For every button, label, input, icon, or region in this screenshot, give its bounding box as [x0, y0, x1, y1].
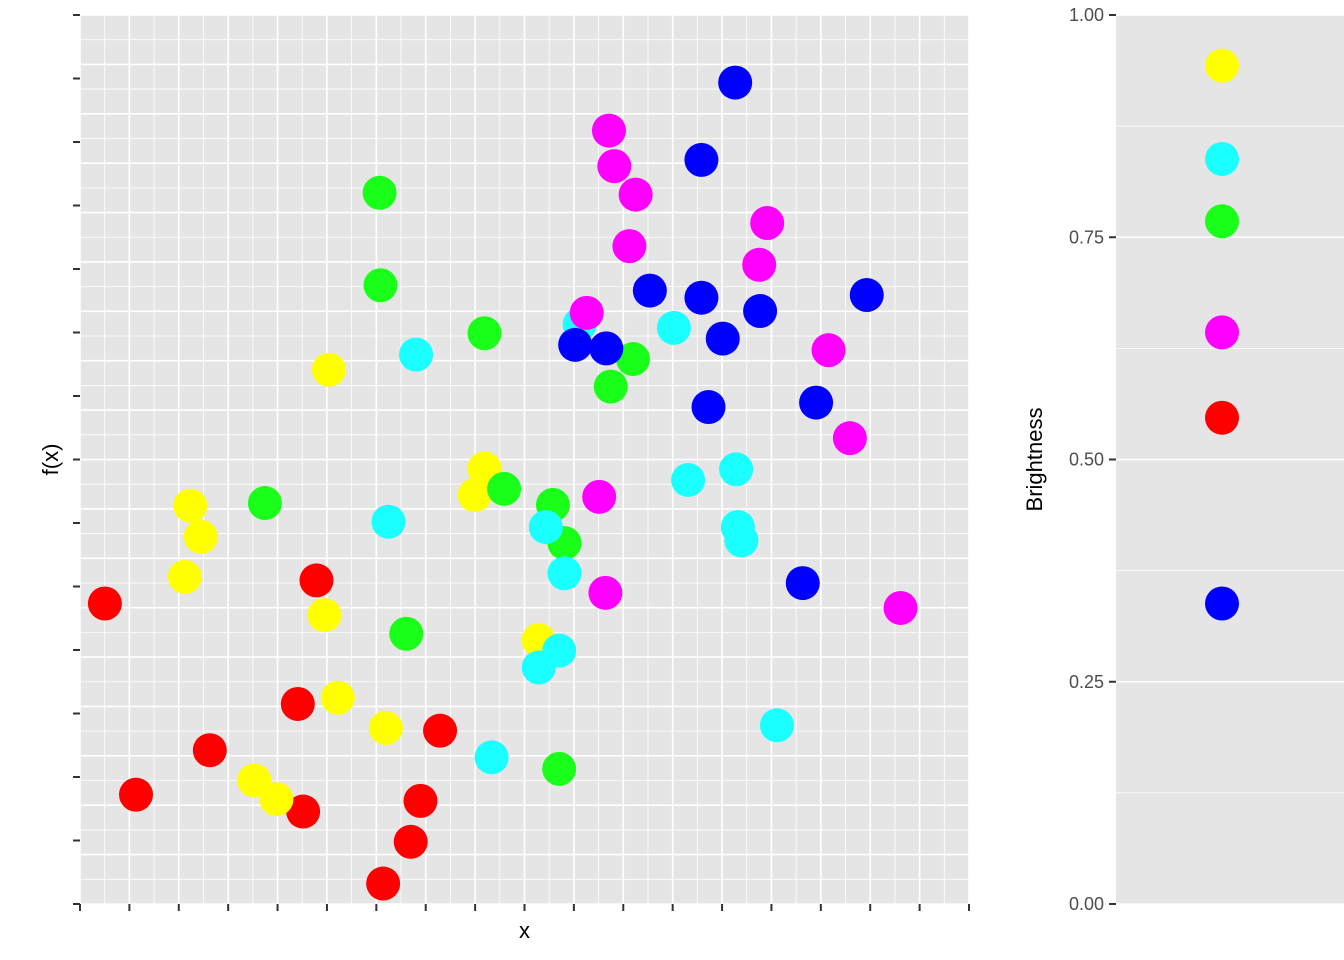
legend-point: [1205, 204, 1239, 239]
data-point: [589, 331, 624, 366]
legend-point: [1205, 400, 1239, 435]
legend-points: [1205, 48, 1239, 621]
data-point: [528, 510, 563, 545]
data-point: [593, 369, 628, 404]
data-point: [237, 763, 272, 798]
data-point: [743, 294, 778, 329]
data-point: [684, 280, 719, 315]
data-point: [403, 783, 438, 818]
data-point: [389, 616, 424, 651]
data-point: [719, 452, 754, 487]
y-axis-title: f(x): [38, 444, 63, 476]
data-point: [849, 278, 884, 313]
data-point: [750, 206, 785, 241]
data-point: [183, 519, 218, 554]
data-point: [582, 479, 617, 514]
data-point: [167, 559, 202, 594]
y-axis-ticks: [73, 14, 80, 905]
x-axis-title: x: [519, 918, 530, 943]
data-point: [588, 575, 623, 610]
legend-point: [1205, 48, 1239, 83]
legend-point: [1205, 142, 1239, 177]
data-point: [119, 777, 154, 812]
legend-tick-label: 0.00: [1069, 894, 1104, 914]
legend-tick-label: 1.00: [1069, 5, 1104, 25]
data-point: [618, 177, 653, 212]
data-point: [299, 563, 334, 598]
legend-tick-label: 0.50: [1069, 450, 1104, 470]
data-point: [423, 713, 458, 748]
legend-scale: 0.00 0.25 0.50 0.75 1.00: [1069, 5, 1116, 914]
data-point: [247, 486, 282, 521]
data-point: [192, 733, 227, 768]
data-point: [487, 471, 522, 506]
data-point: [569, 295, 604, 330]
data-point: [718, 65, 753, 100]
data-point: [632, 273, 667, 308]
data-point: [363, 268, 398, 303]
legend-grid: [1116, 14, 1344, 905]
data-point: [320, 680, 355, 715]
data-point: [173, 488, 208, 523]
data-point: [656, 310, 691, 345]
data-point: [612, 229, 647, 264]
data-point: [799, 385, 834, 420]
legend-tick-label: 0.75: [1069, 227, 1104, 247]
data-point: [311, 352, 346, 387]
data-point: [286, 794, 321, 829]
legend-tick-label: 0.25: [1069, 672, 1104, 692]
data-point: [87, 586, 122, 621]
data-point: [759, 708, 794, 743]
data-point: [457, 478, 492, 513]
legend-point: [1205, 586, 1239, 621]
data-point: [832, 421, 867, 456]
data-point: [371, 504, 406, 539]
data-point: [597, 149, 632, 184]
data-point: [811, 333, 846, 368]
data-point: [542, 633, 577, 668]
data-points: [87, 65, 918, 901]
data-point: [366, 866, 401, 901]
data-point: [467, 316, 502, 351]
x-axis-ticks: [79, 904, 970, 911]
data-point: [684, 142, 719, 177]
data-point: [542, 751, 577, 786]
data-point: [280, 686, 315, 721]
data-point: [742, 247, 777, 282]
data-point: [547, 556, 582, 591]
data-point: [615, 342, 650, 377]
data-point: [785, 566, 820, 601]
data-point: [368, 710, 403, 745]
data-point: [671, 462, 706, 497]
data-point: [705, 321, 740, 356]
data-point: [399, 337, 434, 372]
data-point: [724, 523, 759, 558]
data-point: [591, 113, 626, 148]
data-point: [393, 824, 428, 859]
data-point: [362, 175, 397, 210]
data-point: [307, 598, 342, 633]
data-point: [883, 590, 918, 625]
data-point: [691, 390, 726, 425]
data-point: [474, 740, 509, 775]
data-point: [259, 782, 294, 817]
data-point: [558, 327, 593, 362]
legend-title: Brightness: [1022, 408, 1047, 512]
legend-point: [1205, 315, 1239, 350]
